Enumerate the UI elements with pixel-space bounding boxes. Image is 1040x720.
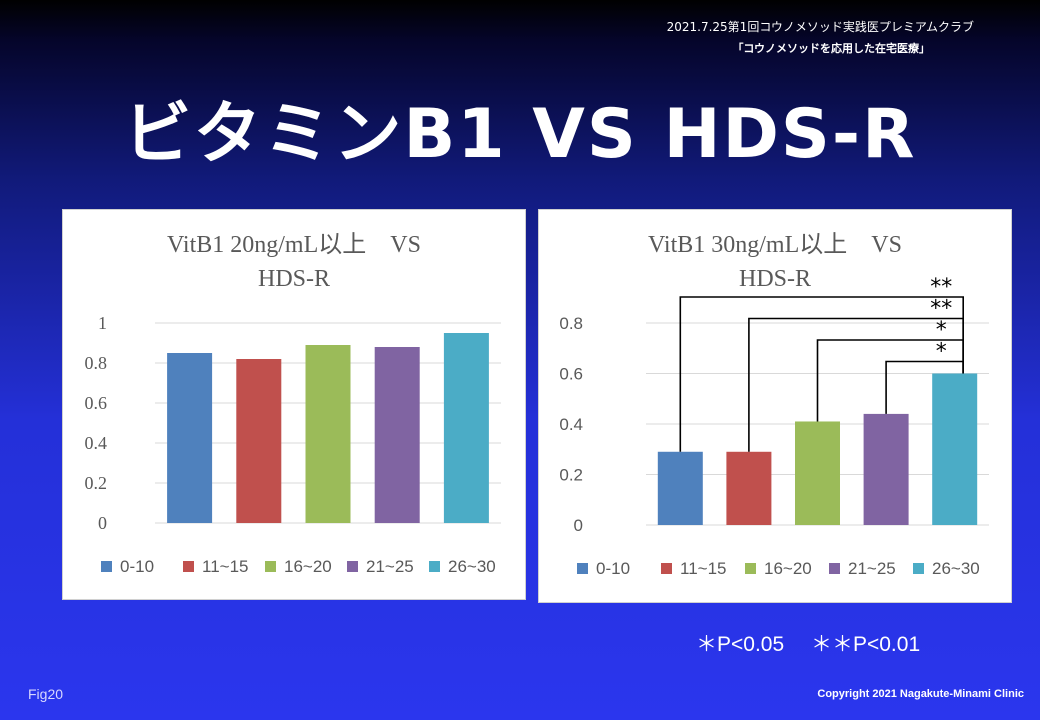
slide-title: ビタミンB1 VS HDS-R: [123, 95, 917, 174]
legend-swatch: [265, 561, 276, 572]
y-tick-label: 0: [574, 516, 583, 535]
y-tick-label: 0.8: [85, 353, 108, 373]
copyright-notice: Copyright 2021 Nagakute-Minami Clinic: [817, 688, 1024, 700]
significance-bracket: [816, 339, 964, 422]
legend-label: 0-10: [120, 557, 154, 576]
legend-swatch: [577, 563, 588, 574]
bar-16~20: [795, 421, 840, 525]
legend-swatch: [829, 563, 840, 574]
legend-swatch: [347, 561, 358, 572]
y-tick-label: 0.6: [85, 393, 108, 413]
y-tick-label: 0: [98, 513, 107, 533]
legend-swatch: [913, 563, 924, 574]
legend-label: 11~15: [680, 559, 726, 578]
header-lecture-title: 「コウノメソッドを応用した在宅医療」: [732, 42, 930, 55]
y-tick-label: 0.4: [559, 415, 583, 434]
y-tick-label: 0.2: [559, 466, 583, 485]
chart-title-line-1: VitB1 20ng/mL以上 VS: [167, 231, 421, 258]
chart-title-line-2: HDS-R: [258, 266, 330, 292]
chart-vitb1-20-svg: VitB1 20ng/mL以上 VS HDS-R 0 0.2 0.4 0.6 0.8 1 0-1…: [85, 231, 501, 576]
significance-mark: **: [930, 297, 952, 322]
significance-footnote: ＊P<0.05 ＊＊P<0.01: [696, 633, 921, 656]
bar-11~15: [236, 359, 282, 523]
legend-label: 26~30: [448, 557, 496, 576]
significance-bracket: [748, 317, 964, 452]
significance-mark: **: [930, 275, 952, 300]
chart-title-line-1: VitB1 30ng/mL以上 VS: [648, 231, 902, 258]
legend-swatch: [101, 561, 112, 572]
y-tick-label: 0.4: [85, 433, 108, 453]
legend-swatch: [661, 563, 672, 574]
significance-mark: *: [936, 318, 947, 343]
legend-label: 16~20: [764, 559, 812, 578]
legend-swatch: [429, 561, 440, 572]
bar-26~30: [443, 333, 489, 523]
legend-label: 16~20: [284, 557, 332, 576]
legend-swatch: [745, 563, 756, 574]
legend-label: 26~30: [932, 559, 980, 578]
legend-label: 21~25: [848, 559, 896, 578]
figure-number: Fig20: [28, 686, 64, 702]
bar-21~25: [374, 347, 420, 523]
legend-label: 11~15: [202, 557, 248, 576]
y-tick-label: 0.8: [559, 314, 583, 333]
chart-panel-vitb1-20: VitB1 20ng/mL以上 VS HDS-R 0 0.2 0.4 0.6 0.8 1 0-1…: [62, 209, 526, 600]
chart-title-line-2: HDS-R: [739, 266, 811, 292]
bar-11~15: [726, 451, 772, 525]
legend-label: 0-10: [596, 559, 630, 578]
y-tick-label: 0.6: [559, 365, 583, 384]
header-event-title: 2021.7.25第1回コウノメソッド実践医プレミアムクラブ: [666, 20, 974, 34]
legend-swatch: [183, 561, 194, 572]
bar-16~20: [305, 345, 351, 523]
y-tick-label: 0.2: [85, 473, 108, 493]
chart-vitb1-30-svg: VitB1 30ng/mL以上 VS HDS-R 0 0.2 0.4 0.6 0.8 0-10…: [559, 231, 989, 578]
significance-bracket: [885, 360, 964, 414]
bar-0-10: [657, 451, 703, 525]
legend-label: 21~25: [366, 557, 414, 576]
bar-26~30: [932, 373, 978, 525]
y-tick-label: 1: [98, 313, 107, 333]
significance-mark: *: [936, 340, 947, 365]
chart-panel-vitb1-30: VitB1 30ng/mL以上 VS HDS-R 0 0.2 0.4 0.6 0.8 0-10…: [538, 209, 1012, 603]
bar-0-10: [167, 353, 213, 523]
bar-21~25: [863, 413, 909, 525]
